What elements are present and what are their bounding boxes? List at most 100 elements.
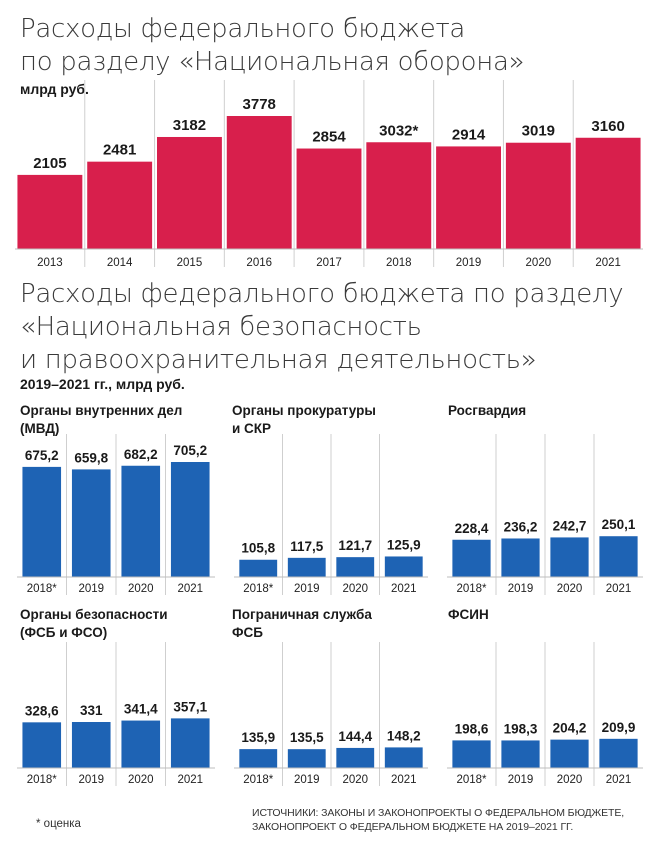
panel-label-mvd: Органы внутренних дел (МВД) — [20, 402, 182, 438]
rosgvardia-bar-3 — [599, 536, 638, 577]
defense-units: млрд руб. — [20, 81, 89, 97]
mvd-tick-label-2: 2020 — [128, 583, 154, 595]
defense-tick-label-3: 2016 — [246, 257, 272, 269]
fsb-fso-value-label-0: 328,6 — [25, 703, 59, 718]
fsb-fso-bar-0 — [22, 722, 62, 768]
defense-title-line-1: Расходы федерального бюджета — [20, 14, 466, 44]
mvd-tick-label-0: 2018* — [27, 583, 58, 595]
panel-label-fsb-fso: Органы безопасности (ФСБ и ФСО) — [20, 606, 168, 642]
rosgvardia-bar-1 — [501, 538, 540, 577]
prosecutor-bar-1 — [287, 557, 326, 577]
prosecutor-tick-label-1: 2019 — [294, 583, 320, 595]
fsb-fso-bar-1 — [71, 722, 111, 768]
defense-tick-label-4: 2017 — [316, 257, 342, 269]
fsin-tick-label-2: 2020 — [557, 774, 583, 786]
mvd-value-label-0: 675,2 — [25, 448, 59, 463]
defense-value-label-7: 3019 — [522, 123, 555, 140]
mvd-tick-label-1: 2019 — [78, 583, 104, 595]
panel-label-line: Органы прокуратуры — [232, 403, 376, 418]
defense-bar-chart: 2105 2013 2481 2014 3182 2015 3778 2016 2854 2017… — [15, 80, 643, 269]
mvd-bar-1 — [71, 469, 111, 577]
panel-label-line: ФСИН — [448, 607, 489, 622]
sources-line-2: ЗАКОНОПРОЕКТ О ФЕДЕРАЛЬНОМ БЮДЖЕТЕ НА 20… — [252, 821, 574, 833]
prosecutor-tick-label-3: 2021 — [391, 583, 417, 595]
defense-bar-2 — [156, 136, 222, 249]
panel-label-line: Органы внутренних дел — [20, 403, 183, 418]
fsin-tick-label-3: 2021 — [606, 774, 632, 786]
border-service-tick-label-2: 2020 — [342, 774, 368, 786]
border-service-tick-label-0: 2018* — [243, 774, 274, 786]
panel-label-fsin: ФСИН — [448, 606, 489, 624]
mvd-bar-3 — [170, 462, 210, 577]
footnote: * оценка — [36, 818, 81, 830]
panel-label-prosecutor: Органы прокуратуры и СКР — [232, 402, 376, 438]
defense-value-label-1: 2481 — [103, 142, 136, 159]
mvd-bar-0 — [22, 466, 62, 577]
defense-tick-label-0: 2013 — [37, 257, 63, 269]
security-title-line-3: и правоохранительная деятельность» — [20, 345, 537, 375]
fsb-fso-value-label-3: 357,1 — [173, 699, 207, 714]
defense-bar-1 — [87, 161, 153, 249]
prosecutor-value-label-2: 121,7 — [338, 538, 372, 553]
rosgvardia-value-label-1: 236,2 — [504, 519, 538, 534]
defense-tick-label-7: 2020 — [526, 257, 552, 269]
defense-bar-5 — [366, 142, 432, 249]
defense-title-line-2: по разделу «Национальная оборона» — [20, 47, 525, 77]
rosgvardia-bar-0 — [452, 539, 491, 577]
border-service-value-label-0: 135,9 — [241, 730, 275, 745]
defense-bar-4 — [296, 148, 362, 249]
mvd-value-label-3: 705,2 — [173, 443, 207, 458]
mvd-bar-2 — [121, 465, 161, 577]
defense-value-label-6: 2914 — [452, 126, 486, 143]
fsin-value-label-3: 209,9 — [602, 720, 636, 735]
prosecutor-value-label-0: 105,8 — [241, 541, 275, 556]
fsin-bar-2 — [550, 739, 589, 768]
panel-label-line: Органы безопасности — [20, 607, 168, 622]
security-title-line-2: «Национальная безопасность — [20, 312, 422, 342]
fsb-fso-bar-3 — [170, 718, 210, 768]
panel-label-rosgvardia: Росгвардия — [448, 402, 526, 420]
fsb-fso-value-label-1: 331 — [80, 703, 103, 718]
border-service-value-label-2: 144,4 — [338, 729, 372, 744]
border-service-value-label-3: 148,2 — [387, 728, 421, 743]
defense-value-label-2: 3182 — [173, 117, 206, 134]
defense-tick-label-2: 2015 — [177, 257, 203, 269]
defense-bar-8 — [575, 137, 641, 249]
panel-label-line: (ФСБ и ФСО) — [20, 625, 108, 640]
fsb-fso-tick-label-3: 2021 — [177, 774, 203, 786]
border-service-bar-3 — [384, 747, 423, 768]
rosgvardia-bar-2 — [550, 537, 589, 577]
panel-label-line: Росгвардия — [448, 403, 527, 418]
prosecutor-bar-0 — [239, 559, 278, 577]
panel-label-line: ФСБ — [232, 625, 263, 640]
mvd-tick-label-3: 2021 — [177, 583, 203, 595]
defense-value-label-0: 2105 — [33, 155, 66, 172]
fsb-fso-value-label-2: 341,4 — [124, 702, 158, 717]
prosecutor-tick-label-2: 2020 — [342, 583, 368, 595]
fsb-fso-tick-label-0: 2018* — [27, 774, 58, 786]
fsin-bar-3 — [599, 738, 638, 768]
fsin-tick-label-0: 2018* — [456, 774, 487, 786]
rosgvardia-tick-label-3: 2021 — [606, 583, 632, 595]
border-service-value-label-1: 135,5 — [290, 730, 324, 745]
defense-value-label-8: 3160 — [591, 118, 624, 135]
fsin-value-label-0: 198,6 — [455, 721, 489, 736]
panel-label-line: и СКР — [232, 421, 272, 436]
rosgvardia-value-label-2: 242,7 — [553, 518, 587, 533]
rosgvardia-tick-label-0: 2018* — [456, 583, 487, 595]
border-service-tick-label-3: 2021 — [391, 774, 417, 786]
fsb-fso-tick-label-1: 2019 — [78, 774, 104, 786]
defense-tick-label-1: 2014 — [107, 257, 133, 269]
defense-tick-label-8: 2021 — [595, 257, 621, 269]
security-title-line-1: Расходы федерального бюджета по разделу — [20, 279, 624, 309]
defense-value-label-5: 3032* — [379, 122, 418, 139]
rosgvardia-tick-label-1: 2019 — [508, 583, 534, 595]
defense-tick-label-5: 2018 — [386, 257, 412, 269]
prosecutor-value-label-1: 117,5 — [290, 539, 324, 554]
panel-label-line: (МВД) — [20, 421, 60, 436]
sources: ИСТОЧНИКИ: ЗАКОНЫ И ЗАКОНОПРОЕКТЫ О ФЕДЕ… — [252, 806, 624, 834]
fsin-bar-0 — [452, 740, 491, 768]
fsb-fso-bar-2 — [121, 720, 161, 768]
